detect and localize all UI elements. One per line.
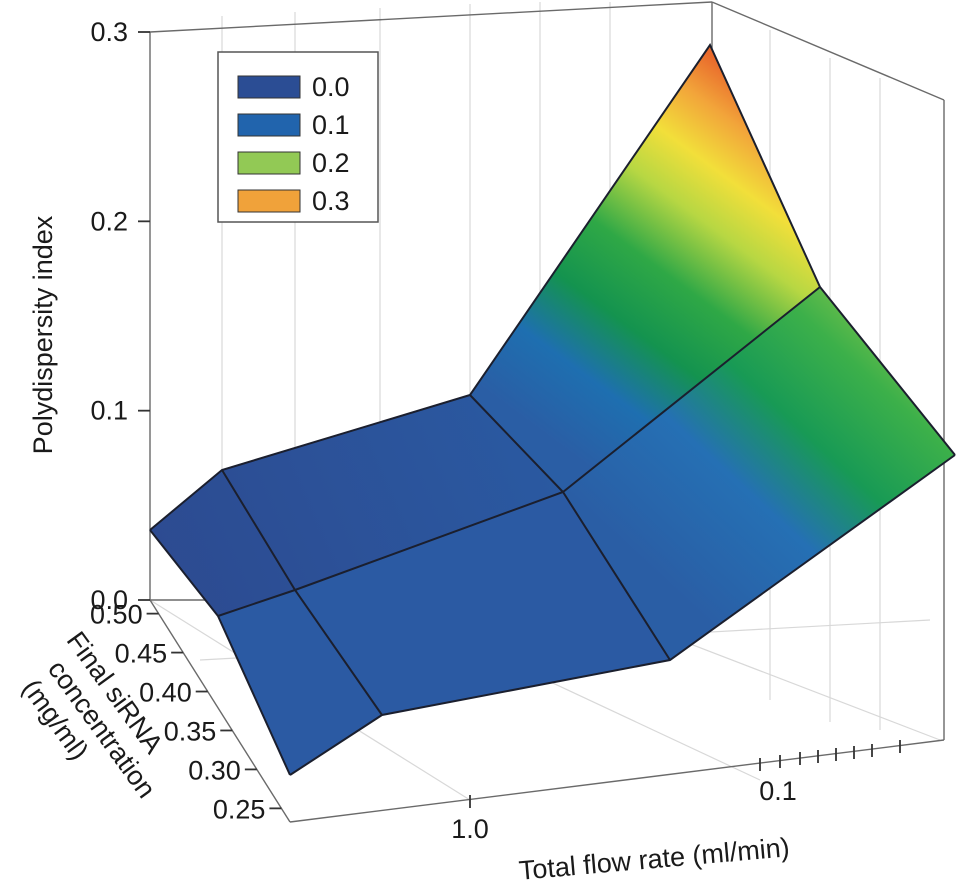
concentration-tick-label: 0.45 xyxy=(115,639,168,669)
legend-label: 0.2 xyxy=(312,148,350,178)
pdi-surface xyxy=(149,42,956,776)
legend-swatch xyxy=(237,75,301,99)
concentration-tick-label: 0.25 xyxy=(213,794,266,824)
legend-swatch xyxy=(237,151,301,175)
z-axis: 0.0 0.1 0.2 0.3 xyxy=(90,17,150,615)
surface-patch-right xyxy=(563,287,955,660)
legend-swatch xyxy=(237,189,301,213)
legend-swatch xyxy=(237,113,301,137)
surface-patch-back-left xyxy=(222,395,563,590)
x-tick-label-1.0: 1.0 xyxy=(451,814,489,844)
concentration-tick-label: 0.35 xyxy=(164,716,217,746)
surface-patch-front-mid xyxy=(218,492,670,775)
flow-rate-axis-title: Total flow rate (ml/min) xyxy=(518,832,791,886)
flow-rate-axis xyxy=(469,740,901,808)
z-tick-label: 0.1 xyxy=(90,396,128,426)
legend-label: 0.3 xyxy=(312,186,350,216)
z-axis-title: Polydispersity index xyxy=(28,215,58,454)
concentration-tick-label: 0.40 xyxy=(139,678,192,708)
legend-label: 0.1 xyxy=(312,110,350,140)
concentration-axis: 0.50 0.45 0.40 0.35 0.30 0.25 xyxy=(90,600,282,824)
concentration-tick-label: 0.30 xyxy=(188,755,241,785)
z-tick-label: 0.0 xyxy=(90,585,128,615)
legend: 0.0 0.1 0.2 0.3 xyxy=(217,51,379,223)
x-tick-label-0.1: 0.1 xyxy=(759,776,797,806)
surface-patch-peak xyxy=(470,45,820,492)
z-tick-label: 0.3 xyxy=(90,17,128,47)
concentration-tick-label: 0.50 xyxy=(90,600,143,630)
z-tick-label: 0.2 xyxy=(90,206,128,236)
legend-label: 0.0 xyxy=(312,72,350,102)
